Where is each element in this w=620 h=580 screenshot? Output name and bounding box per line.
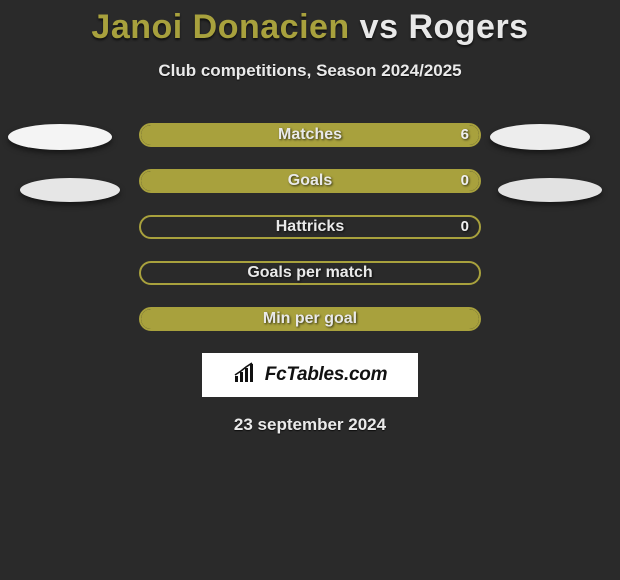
comparison-title: Janoi Donacien vs Rogers — [0, 0, 620, 47]
subtitle: Club competitions, Season 2024/2025 — [0, 61, 620, 81]
stat-row: Min per goal — [139, 307, 481, 331]
stat-value: 0 — [461, 215, 469, 239]
date-caption: 23 september 2024 — [0, 415, 620, 435]
brand-name: FcTables.com — [265, 364, 387, 386]
stat-bar — [139, 169, 481, 193]
stat-value: 0 — [461, 169, 469, 193]
player-ellipse — [8, 124, 112, 150]
brand-badge: FcTables.com — [202, 353, 418, 397]
player2-name: Rogers — [408, 8, 528, 46]
player-ellipse — [20, 178, 120, 202]
player-ellipse — [490, 124, 590, 150]
stats-block: Matches6 Goals0 Hattricks0 Goals per match M… — [139, 123, 481, 331]
stat-row: Goals0 — [139, 169, 481, 193]
stat-bar-fill — [141, 171, 479, 191]
player-ellipse — [498, 178, 602, 202]
stat-value: 6 — [461, 123, 469, 147]
stat-row: Hattricks0 — [139, 215, 481, 239]
brand-chart-icon — [233, 362, 261, 389]
stat-bar — [139, 123, 481, 147]
stat-row: Goals per match — [139, 261, 481, 285]
stat-bar-fill — [141, 125, 479, 145]
stat-bar — [139, 307, 481, 331]
stat-row: Matches6 — [139, 123, 481, 147]
player1-name: Janoi Donacien — [91, 8, 349, 46]
vs-label: vs — [360, 8, 399, 46]
stat-bar — [139, 261, 481, 285]
stat-bar — [139, 215, 481, 239]
stat-bar-fill — [141, 309, 479, 329]
